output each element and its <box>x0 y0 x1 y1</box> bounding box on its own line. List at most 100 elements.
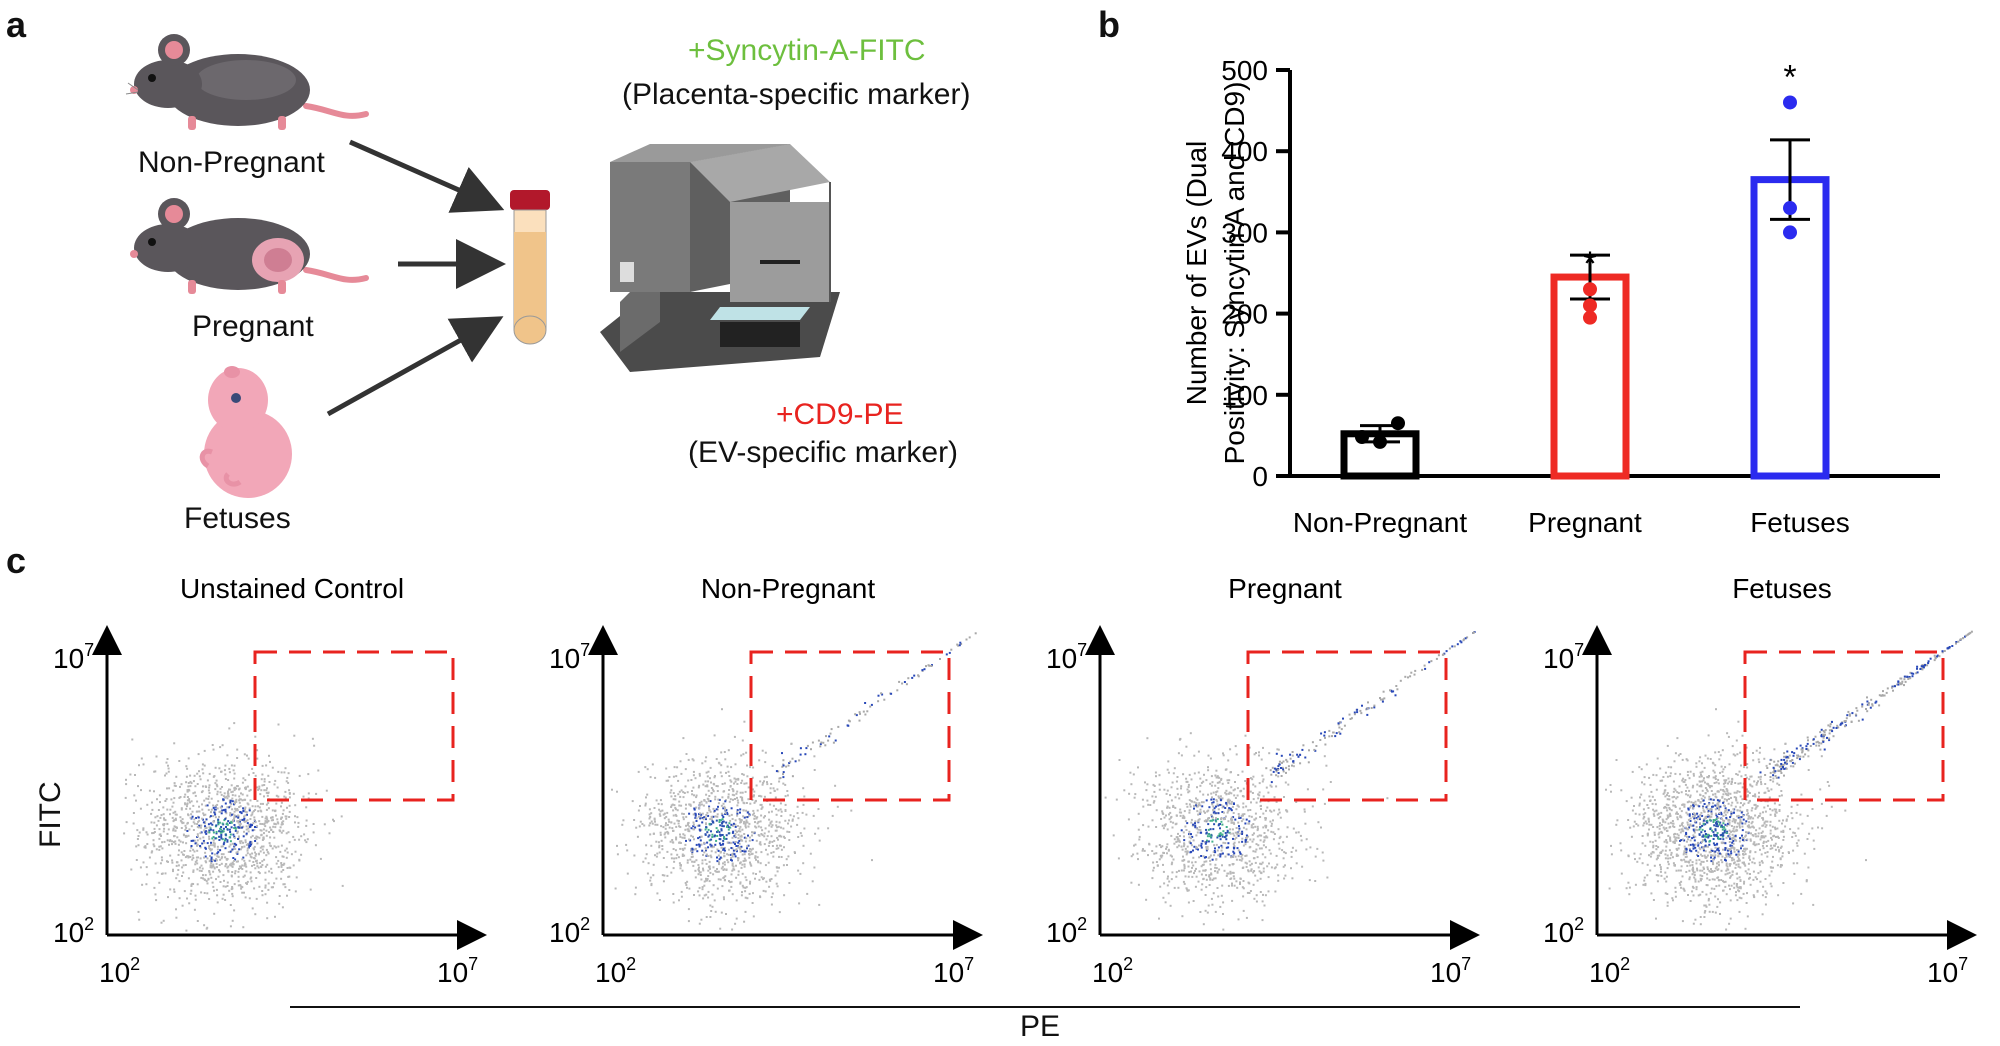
data-point <box>1373 434 1387 449</box>
event-dot <box>1161 845 1164 848</box>
event-dot <box>1280 754 1283 757</box>
event-dot <box>268 870 271 873</box>
event-dot <box>237 875 240 878</box>
event-dot <box>1730 804 1733 807</box>
event-dot <box>1808 832 1811 835</box>
event-dot <box>1713 771 1716 774</box>
event-dot <box>263 784 266 786</box>
event-dot <box>1702 834 1705 837</box>
event-dot <box>734 819 737 822</box>
event-dot <box>1236 886 1239 889</box>
event-dot <box>225 795 228 798</box>
event-dot <box>275 814 277 817</box>
event-dot <box>1728 823 1731 826</box>
event-dot <box>179 796 182 798</box>
event-dot <box>1724 847 1727 849</box>
event-dot <box>172 868 174 871</box>
event-dot <box>709 810 712 813</box>
event-dot <box>764 751 767 754</box>
event-dot <box>766 783 769 786</box>
event-dot <box>1722 819 1725 822</box>
event-dot <box>280 805 282 808</box>
event-dot <box>753 790 756 793</box>
event-dot <box>281 906 284 909</box>
x-tick-label: Pregnant <box>1528 507 1642 538</box>
event-dot <box>193 908 196 911</box>
event-dot <box>678 790 681 793</box>
event-dot <box>202 785 204 788</box>
event-dot <box>661 874 664 877</box>
event-dot <box>727 861 730 864</box>
event-dot <box>241 781 244 784</box>
event-dot <box>1239 832 1242 835</box>
event-dot <box>1717 849 1720 852</box>
event-dot <box>1708 798 1711 801</box>
event-dot <box>890 692 893 695</box>
event-dot <box>1237 813 1240 815</box>
event-dot <box>207 808 210 811</box>
event-dot <box>1249 777 1252 780</box>
event-dot <box>778 835 781 838</box>
event-dot <box>671 827 674 830</box>
event-dot <box>194 860 197 863</box>
event-dot <box>723 861 726 864</box>
event-dot <box>199 837 202 840</box>
event-dot <box>264 817 267 820</box>
event-dot <box>1210 897 1213 900</box>
gate-box <box>1246 650 1448 802</box>
event-dot <box>1714 819 1716 822</box>
event-dot <box>239 884 242 887</box>
event-dot <box>1143 849 1146 852</box>
event-dot <box>939 658 941 660</box>
event-dot <box>1211 796 1213 799</box>
event-dot <box>204 860 207 863</box>
event-dot <box>272 886 274 889</box>
event-dot <box>727 793 730 796</box>
x-tick-low-base: 10 <box>99 957 130 988</box>
event-dot <box>261 864 264 866</box>
event-dot <box>1179 835 1181 837</box>
event-dot <box>1286 826 1289 829</box>
event-dot <box>262 802 264 805</box>
event-dot <box>1162 896 1165 899</box>
event-dot <box>731 862 734 865</box>
event-dot <box>728 848 730 851</box>
event-dot <box>716 830 718 833</box>
event-dot <box>709 800 712 803</box>
event-dot <box>850 809 853 812</box>
event-dot <box>1710 785 1713 788</box>
data-point <box>1783 201 1797 216</box>
event-dot <box>695 820 698 822</box>
event-dot <box>263 778 266 781</box>
event-dot <box>721 814 724 817</box>
event-dot <box>754 821 756 824</box>
event-dot <box>235 860 238 863</box>
event-dot <box>165 772 168 775</box>
event-dot <box>733 782 735 785</box>
event-dot <box>215 888 218 891</box>
event-dot <box>1667 804 1670 807</box>
event-dot <box>1724 880 1727 883</box>
event-dot <box>191 815 194 818</box>
event-dot <box>1210 775 1213 778</box>
event-dot <box>146 843 149 845</box>
event-dot <box>1659 866 1662 869</box>
event-dot <box>1702 805 1705 808</box>
event-dot <box>717 849 720 852</box>
event-dot <box>1349 718 1352 720</box>
event-dot <box>1223 869 1226 872</box>
event-dot <box>675 825 678 828</box>
event-dot <box>1768 796 1771 799</box>
event-dot <box>1771 838 1773 841</box>
event-dot <box>1669 857 1672 860</box>
event-dot <box>678 825 681 828</box>
event-dot <box>242 875 245 878</box>
event-dot <box>186 897 188 900</box>
event-dot <box>692 813 695 816</box>
event-dot <box>1745 776 1748 779</box>
event-dot <box>185 775 188 778</box>
event-dot <box>1738 896 1741 899</box>
event-dot <box>1191 866 1193 869</box>
event-dot <box>659 831 662 834</box>
event-dot <box>229 925 232 928</box>
